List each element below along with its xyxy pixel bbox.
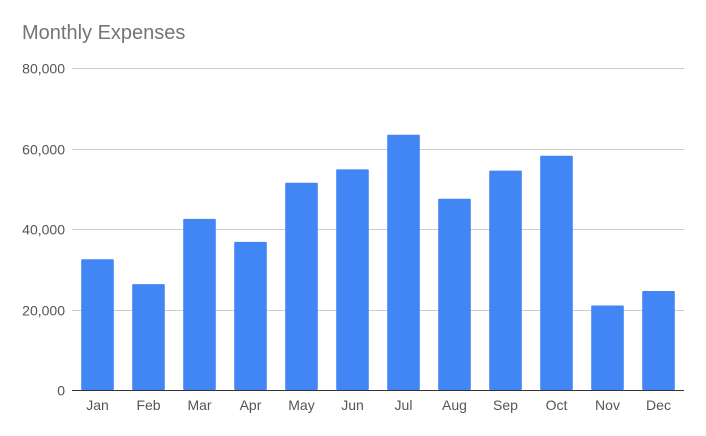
gridlines (72, 68, 684, 311)
bars (81, 134, 675, 390)
x-tick-label: Oct (546, 397, 568, 413)
y-tick-label: 80,000 (22, 61, 65, 77)
x-tick-label: Dec (646, 397, 671, 413)
bar-may (285, 182, 318, 390)
bar-feb (132, 284, 165, 390)
x-tick-label: Jun (341, 397, 364, 413)
bar-sep (489, 170, 522, 390)
x-tick-label: Nov (595, 397, 620, 413)
y-tick-label: 60,000 (22, 142, 65, 158)
bar-mar (183, 218, 216, 390)
bar-jul (387, 134, 420, 390)
tick-labels: 0 20,000 40,000 60,000 80,000 Jan Feb Mar Apr May… (22, 61, 671, 414)
x-tick-label: Mar (187, 397, 211, 413)
x-tick-label: Aug (442, 397, 467, 413)
y-tick-label: 0 (57, 383, 65, 399)
x-tick-label: Sep (493, 397, 518, 413)
x-tick-label: May (288, 397, 314, 413)
bar-oct (540, 155, 573, 390)
x-tick-label: Apr (240, 397, 262, 413)
y-tick-label: 40,000 (22, 222, 65, 238)
bar-dec (642, 291, 675, 390)
bar-nov (591, 305, 624, 390)
bar-apr (234, 241, 267, 390)
x-tick-label: Feb (136, 397, 160, 413)
x-tick-label: Jan (86, 397, 109, 413)
bar-jun (336, 169, 369, 390)
chart-title: Monthly Expenses (22, 22, 186, 44)
y-tick-label: 20,000 (22, 303, 65, 319)
bar-jan (81, 259, 114, 390)
bar-aug (438, 198, 471, 390)
x-tick-label: Jul (395, 397, 413, 413)
